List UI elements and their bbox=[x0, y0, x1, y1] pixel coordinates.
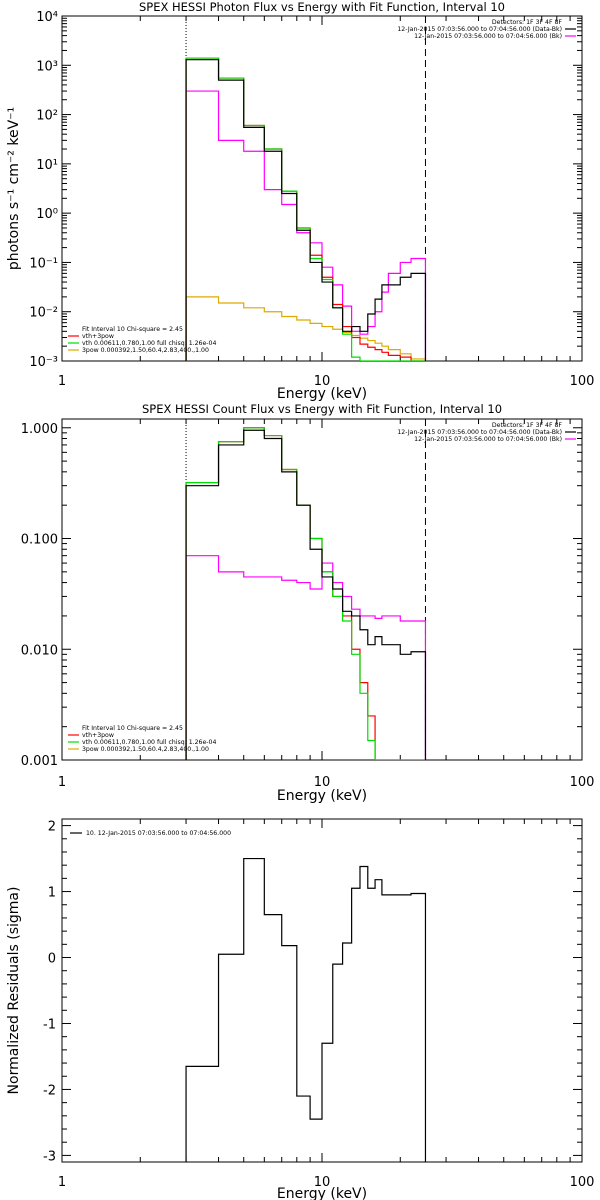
legend-top-right-text: Detectors: 1F 3F 4F 8F bbox=[492, 19, 563, 26]
y-axis-label: photons s⁻¹ cm⁻² keV⁻¹ bbox=[6, 107, 22, 270]
legend-top-right-text: 12-Jan-2015 07:03:56.000 to 07:04:56.000… bbox=[397, 26, 562, 33]
x-tick-label: 10 bbox=[314, 775, 331, 790]
y-tick-label: 0 bbox=[48, 952, 56, 967]
chart-title: SPEX HESSI Count Flux vs Energy with Fit… bbox=[142, 402, 502, 416]
y-tick-label: 1 bbox=[48, 886, 56, 901]
y-tick-label: 10² bbox=[36, 109, 58, 124]
x-tick-label: 100 bbox=[570, 1175, 595, 1190]
series-vth bbox=[185, 427, 426, 760]
x-axis-label: Energy (keV) bbox=[277, 386, 367, 402]
y-tick-label: 10³ bbox=[36, 59, 58, 74]
legend-bottom-left-text: vth 0.00611,0.780,1.00 full chisq: 1.26e… bbox=[82, 739, 216, 746]
legend-top-right-text: Detectors: 1F 3F 4F 8F bbox=[492, 422, 563, 429]
y-tick-label: 10¹ bbox=[36, 158, 58, 173]
x-tick-label: 10 bbox=[314, 374, 331, 389]
data-layer bbox=[185, 427, 427, 760]
y-tick-label: 0.010 bbox=[21, 643, 58, 658]
x-axis-label: Energy (keV) bbox=[277, 1186, 367, 1200]
legend-bottom-left-text: 3pow 0.000392,1.50,60.4,2.83,400.,1.00 bbox=[82, 746, 209, 753]
series-bk bbox=[185, 90, 427, 361]
series-vth-3pow bbox=[185, 57, 426, 361]
series-3pow bbox=[185, 296, 427, 361]
x-tick-label: 10 bbox=[314, 1175, 331, 1190]
x-tick-label: 1 bbox=[58, 374, 66, 389]
y-axis-label: Normalized Residuals (sigma) bbox=[6, 887, 22, 1095]
legend-top-right-text: 12-Jan-2015 07:03:56.000 to 07:04:56.000… bbox=[397, 429, 562, 436]
legend-bottom-left-text: 3pow 0.000392,1.50,60.4,2.83,400.,1.00 bbox=[82, 347, 209, 354]
y-tick-label: 10⁻² bbox=[29, 306, 58, 321]
series-data-bk bbox=[185, 59, 427, 361]
y-tick-label: 0.001 bbox=[21, 754, 58, 769]
y-tick-label: -1 bbox=[43, 1017, 56, 1032]
panel-1: SPEX HESSI Photon Flux vs Energy with Fi… bbox=[6, 0, 594, 402]
y-tick-label: 0.100 bbox=[21, 533, 58, 548]
y-tick-label: 10⁻¹ bbox=[29, 256, 58, 271]
plot-frame bbox=[61, 15, 583, 362]
chart-title: SPEX HESSI Photon Flux vs Energy with Fi… bbox=[139, 0, 505, 14]
legend-bottom-left-text: Fit Interval 10 Chi-square = 2.45 bbox=[82, 326, 183, 333]
panel-2: SPEX HESSI Count Flux vs Energy with Fit… bbox=[21, 402, 595, 804]
legend-bottom-left-text: vth+3pow bbox=[82, 732, 114, 739]
legend-top-right-text: 12-Jan-2015 07:03:56.000 to 07:04:56.000… bbox=[414, 436, 562, 443]
y-tick-label: 10⁴ bbox=[36, 10, 58, 25]
legend-bottom-left-text: Fit Interval 10 Chi-square = 2.45 bbox=[82, 725, 183, 732]
series-vth bbox=[185, 57, 426, 361]
y-tick-label: 10⁻³ bbox=[29, 355, 58, 370]
series-data-bk bbox=[185, 429, 427, 760]
y-tick-label: 2 bbox=[48, 820, 56, 835]
legend-bottom-left-text: vth 0.00611,0.780,1.00 full chisq: 1.26e… bbox=[82, 340, 216, 347]
series-residuals bbox=[185, 857, 427, 1162]
series-vth-3pow bbox=[185, 427, 426, 760]
legend-bottom-left-text: vth+3pow bbox=[82, 333, 114, 340]
series-bk bbox=[185, 555, 427, 760]
data-layer bbox=[185, 57, 427, 361]
legend-top-left-text: 10. 12-Jan-2015 07:03:56.000 to 07:04:56… bbox=[86, 830, 231, 837]
data-layer bbox=[185, 857, 427, 1162]
y-tick-label: -2 bbox=[43, 1083, 56, 1098]
x-tick-label: 1 bbox=[58, 775, 66, 790]
x-axis-label: Energy (keV) bbox=[277, 788, 367, 804]
legend-top-right-text: 12-Jan-2015 07:03:56.000 to 07:04:56.000… bbox=[414, 33, 562, 40]
y-tick-label: -3 bbox=[43, 1149, 56, 1164]
x-tick-label: 100 bbox=[570, 775, 595, 790]
x-tick-label: 100 bbox=[570, 374, 595, 389]
panel-3: Energy (keV) Normalized Residuals (sigma)… bbox=[6, 818, 595, 1200]
x-tick-label: 1 bbox=[58, 1175, 66, 1190]
y-tick-label: 10⁰ bbox=[36, 207, 58, 222]
y-tick-label: 1.000 bbox=[21, 422, 58, 437]
